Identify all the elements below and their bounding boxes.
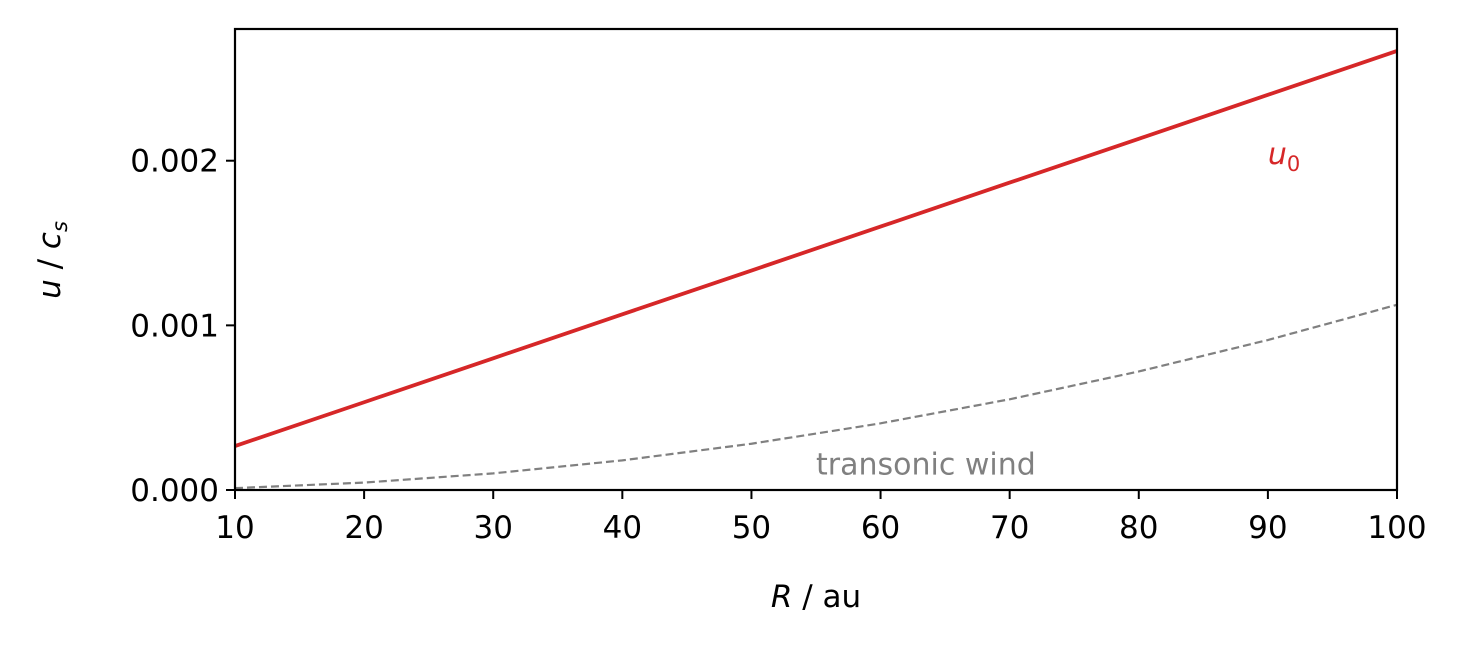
annotation-sub: 0 (1287, 152, 1300, 176)
annotation-1: u0 (1268, 137, 1300, 176)
x-ticks: 10 20 30 40 50 60 70 80 90 100 (215, 490, 1427, 546)
y-axis-label: u / cs (32, 221, 72, 299)
x-tick-label: 10 (215, 510, 254, 546)
series-line-2 (234, 303, 1398, 490)
annotation-main: u (1268, 137, 1287, 172)
x-axis-label: R / au (771, 579, 861, 615)
x-tick-label: 100 (1367, 510, 1426, 546)
x-tick-label: 50 (732, 510, 771, 546)
x-tick-label: 40 (603, 510, 642, 546)
x-tick-label: 60 (861, 510, 900, 546)
y-tick-label: 0.000 (130, 473, 219, 509)
x-tick-label: 20 (344, 510, 383, 546)
plot-frame (233, 27, 1399, 492)
series-layer (234, 49, 1398, 490)
x-tick-label: 90 (1248, 510, 1287, 546)
y-ticks: 0.000 0.001 0.002 (130, 144, 235, 509)
y-tick-label: 0.001 (130, 308, 219, 344)
y-tick-label: 0.002 (130, 144, 219, 180)
x-tick-label: 30 (473, 510, 512, 546)
annotation-layer: u0 transonic wind (816, 137, 1300, 482)
series-line-1 (234, 49, 1398, 448)
annotation-2: transonic wind (816, 447, 1036, 482)
x-tick-label: 70 (990, 510, 1029, 546)
x-tick-label: 80 (1119, 510, 1158, 546)
